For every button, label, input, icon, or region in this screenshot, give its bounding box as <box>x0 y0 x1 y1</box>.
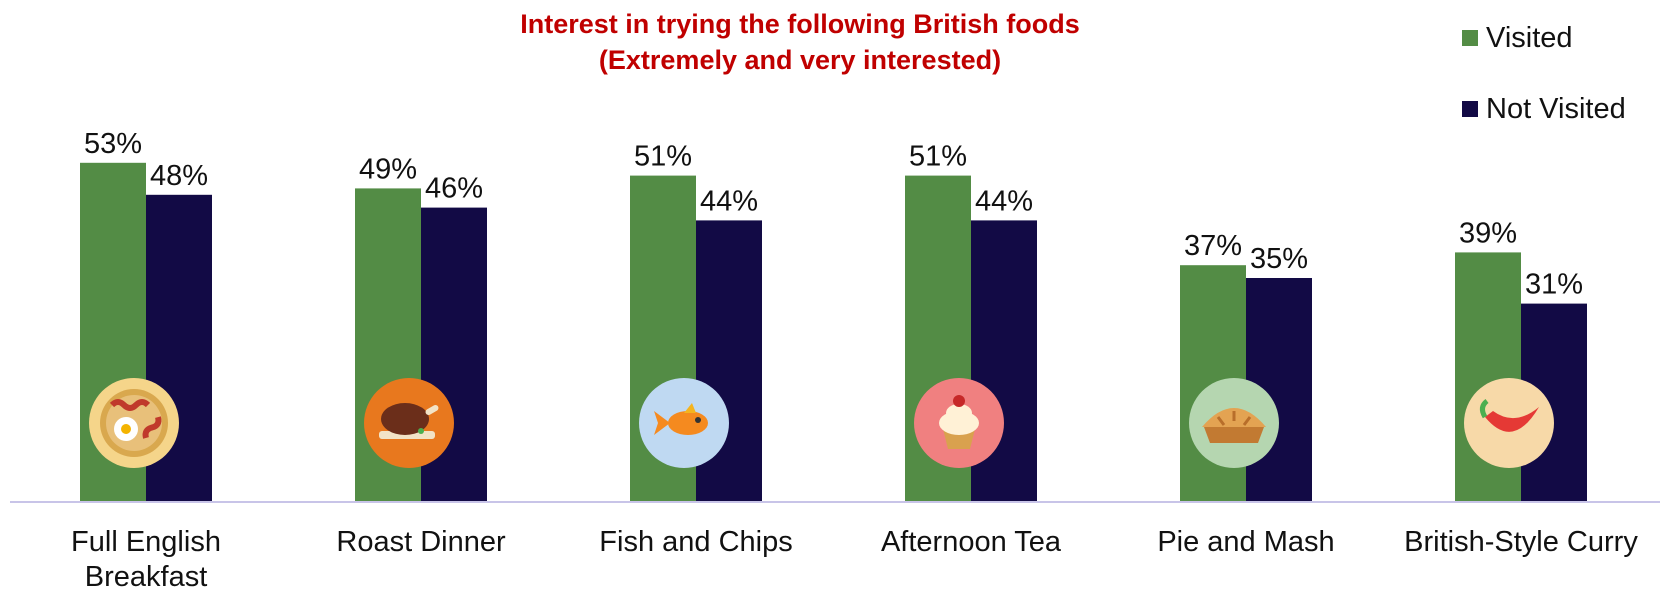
category-label: Pie and Mash <box>1157 526 1334 558</box>
chili-pepper-icon <box>1464 378 1554 468</box>
pie-icon <box>1189 378 1279 468</box>
category-label: Full English Breakfast <box>71 526 221 590</box>
data-label-not-visited: 44% <box>975 185 1033 217</box>
data-label-not-visited: 48% <box>150 160 208 192</box>
category-label: British-Style Curry <box>1404 526 1638 558</box>
data-label-visited: 51% <box>634 141 692 173</box>
category-label: Afternoon Tea <box>881 526 1062 558</box>
data-label-visited: 51% <box>909 141 967 173</box>
cupcake-icon <box>914 378 1004 468</box>
category-label: Roast Dinner <box>336 526 506 558</box>
data-label-not-visited: 44% <box>700 185 758 217</box>
roast-chicken-icon <box>364 378 454 468</box>
goldfish-icon <box>639 378 729 468</box>
breakfast-plate-icon <box>89 378 179 468</box>
data-label-not-visited: 46% <box>425 173 483 205</box>
data-label-not-visited: 35% <box>1250 243 1308 275</box>
category-label: Fish and Chips <box>599 526 792 558</box>
data-label-visited: 39% <box>1459 217 1517 249</box>
data-label-visited: 53% <box>84 128 142 160</box>
data-label-visited: 37% <box>1184 230 1242 262</box>
data-label-visited: 49% <box>359 153 417 185</box>
data-label-not-visited: 31% <box>1525 269 1583 301</box>
